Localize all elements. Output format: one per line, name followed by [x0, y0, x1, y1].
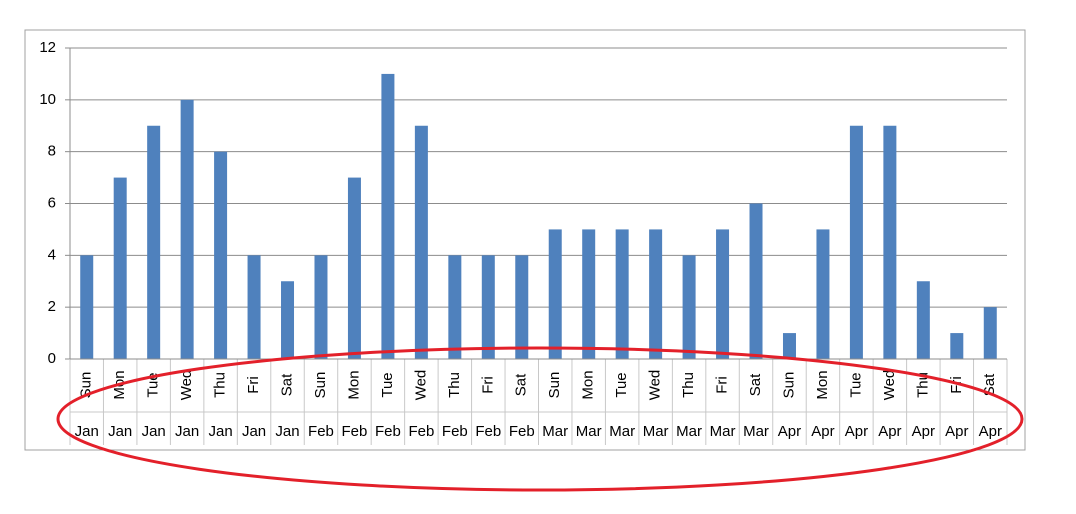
y-tick-label: 8 — [48, 143, 56, 160]
x-group-label: Feb — [509, 423, 535, 440]
x-group-label: Mar — [643, 423, 669, 440]
x-tick-label: Thu — [914, 372, 931, 398]
bar — [749, 203, 763, 359]
x-tick-label: Tue — [613, 372, 630, 397]
x-group-label: Apr — [945, 423, 968, 440]
bar — [883, 125, 897, 359]
x-tick-label: Thu — [680, 372, 697, 398]
x-tick-label: Sun — [546, 372, 563, 399]
x-group-label: Mar — [576, 423, 602, 440]
x-group-label: Feb — [442, 423, 468, 440]
highlight-ellipse — [56, 346, 1024, 492]
bar — [448, 255, 462, 359]
bar — [147, 125, 161, 359]
bar — [247, 255, 261, 359]
x-tick-label: Mon — [345, 370, 362, 399]
bar — [682, 255, 696, 359]
bar — [950, 333, 964, 359]
x-group-label: Apr — [878, 423, 901, 440]
y-tick-label: 4 — [48, 246, 56, 263]
x-group-label: Apr — [778, 423, 801, 440]
x-group-label: Mar — [609, 423, 635, 440]
x-group-label: Apr — [979, 423, 1002, 440]
x-tick-label: Wed — [412, 370, 429, 401]
x-group-label: Mar — [542, 423, 568, 440]
x-tick-label: Tue — [379, 372, 396, 397]
x-group-label: Feb — [342, 423, 368, 440]
x-tick-label: Wed — [881, 370, 898, 401]
bar — [414, 125, 428, 359]
bar — [582, 229, 596, 359]
y-tick-label: 2 — [48, 298, 56, 315]
y-tick-label: 10 — [39, 91, 56, 108]
bar — [983, 307, 997, 359]
bar — [916, 281, 930, 359]
x-group-label: Feb — [475, 423, 501, 440]
x-group-label: Jan — [242, 423, 266, 440]
x-tick-label: Fri — [479, 376, 496, 394]
x-tick-label: Sat — [513, 373, 530, 396]
bar — [347, 177, 361, 359]
x-group-label: Mar — [710, 423, 736, 440]
bar — [481, 255, 495, 359]
x-group-label: Jan — [75, 423, 99, 440]
x-tick-label: Fri — [714, 376, 731, 394]
bar — [548, 229, 562, 359]
x-tick-label: Sun — [780, 372, 797, 399]
x-group-label: Jan — [142, 423, 166, 440]
x-tick-label: Sun — [78, 372, 95, 399]
x-tick-label: Fri — [245, 376, 262, 394]
bar — [281, 281, 295, 359]
x-tick-label: Thu — [446, 372, 463, 398]
x-group-label: Feb — [375, 423, 401, 440]
x-group-label: Jan — [108, 423, 132, 440]
bar — [180, 99, 194, 359]
x-tick-label: Thu — [212, 372, 229, 398]
bar — [80, 255, 94, 359]
x-tick-label: Mon — [580, 370, 597, 399]
x-tick-label: Sun — [312, 372, 329, 399]
x-tick-label: Tue — [847, 372, 864, 397]
bar — [649, 229, 663, 359]
x-tick-label: Wed — [647, 370, 664, 401]
bar — [314, 255, 328, 359]
y-tick-label: 0 — [48, 350, 56, 367]
x-group-label: Mar — [676, 423, 702, 440]
x-group-label: Feb — [408, 423, 434, 440]
x-group-label: Mar — [743, 423, 769, 440]
bar — [214, 151, 228, 359]
x-group-label: Apr — [811, 423, 834, 440]
bar — [716, 229, 730, 359]
bar — [515, 255, 529, 359]
y-tick-label: 12 — [39, 39, 56, 56]
x-tick-label: Wed — [178, 370, 195, 401]
x-group-label: Jan — [275, 423, 299, 440]
bar — [113, 177, 127, 359]
plot-area: 0 2 4 6 8 10 12 Sun Jan Mon Jan Tue Jan Wed Jan Thu Jan F… — [39, 39, 1008, 445]
bar — [381, 73, 395, 360]
x-tick-label: Sat — [278, 373, 295, 396]
bar — [816, 229, 830, 359]
x-group-label: Apr — [845, 423, 868, 440]
y-tick-label: 6 — [48, 194, 56, 211]
x-tick-label: Sat — [747, 373, 764, 396]
bar — [782, 333, 796, 359]
x-group-label: Jan — [208, 423, 232, 440]
x-group-label: Feb — [308, 423, 334, 440]
x-group-label: Jan — [175, 423, 199, 440]
bar — [615, 229, 629, 359]
x-tick-label: Mon — [814, 370, 831, 399]
bar — [849, 125, 863, 359]
x-group-label: Apr — [912, 423, 935, 440]
